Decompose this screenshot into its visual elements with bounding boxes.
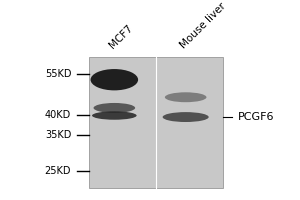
Text: 25KD: 25KD bbox=[45, 166, 71, 176]
Text: 35KD: 35KD bbox=[45, 130, 71, 140]
Ellipse shape bbox=[163, 112, 209, 122]
Text: Mouse liver: Mouse liver bbox=[178, 1, 228, 51]
Text: MCF7: MCF7 bbox=[107, 23, 135, 51]
FancyBboxPatch shape bbox=[89, 57, 223, 188]
Ellipse shape bbox=[94, 103, 135, 113]
Ellipse shape bbox=[91, 69, 138, 90]
Text: PCGF6: PCGF6 bbox=[238, 112, 274, 122]
Text: 40KD: 40KD bbox=[45, 110, 71, 120]
Ellipse shape bbox=[92, 111, 136, 120]
Ellipse shape bbox=[165, 92, 206, 102]
Text: 55KD: 55KD bbox=[45, 69, 71, 79]
